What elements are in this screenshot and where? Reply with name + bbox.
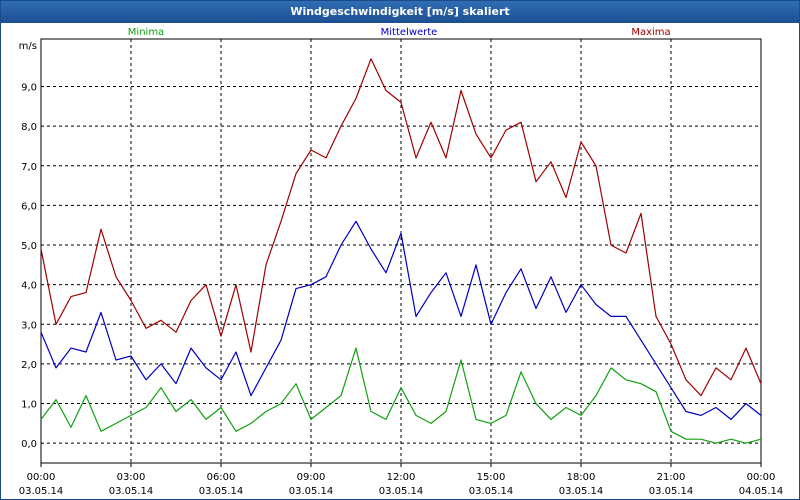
series-line-mittelwerte	[40, 220, 762, 420]
x-tick-time-label: 09:00	[297, 472, 326, 483]
x-tick-time-label: 18:00	[567, 472, 596, 483]
x-tick-date-label: 03.05.14	[649, 486, 694, 497]
x-tick-time-label: 15:00	[477, 472, 506, 483]
series-line-minima	[40, 347, 762, 444]
chart-canvas: 0,0 1,0 2,0 3,0 4,0 5,0 6,0 7,0 8,0 9,0 m/s 00:00 03…	[19, 27, 784, 497]
y-tick-label: 3,0	[21, 320, 37, 331]
x-tick-date-label: 03.05.14	[469, 486, 514, 497]
y-tick-label: 9,0	[21, 83, 37, 94]
y-tick-label: 0,0	[21, 439, 37, 450]
legend-label-mittelwerte: Mittelwerte	[381, 27, 438, 38]
x-tick-time-label: 21:00	[657, 472, 686, 483]
x-tick-time-label: 03:00	[117, 472, 146, 483]
x-tick-date-label: 03.05.14	[379, 486, 424, 497]
series-line-maxima	[40, 58, 762, 397]
y-tick-label: 6,0	[21, 201, 37, 212]
tick-labels: 0,0 1,0 2,0 3,0 4,0 5,0 6,0 7,0 8,0 9,0 m/s 00:00 03…	[19, 41, 784, 497]
legend-label-minima: Minima	[128, 27, 164, 38]
y-tick-label: 8,0	[21, 122, 37, 133]
y-axis-label: m/s	[19, 41, 37, 52]
y-tick-label: 2,0	[21, 360, 37, 371]
window-title: Windgeschwindigkeit [m/s] skaliert	[1, 1, 799, 23]
legend: Minima Mittelwerte Maxima	[128, 27, 671, 38]
x-tick-time-label: 06:00	[207, 472, 236, 483]
x-tick-time-label: 00:00	[747, 472, 776, 483]
y-tick-label: 7,0	[21, 162, 37, 173]
y-tick-label: 4,0	[21, 281, 37, 292]
legend-label-maxima: Maxima	[631, 27, 670, 38]
x-tick-time-label: 00:00	[27, 472, 56, 483]
x-tick-date-label: 03.05.14	[109, 486, 154, 497]
x-tick-time-label: 12:00	[387, 472, 416, 483]
y-tick-label: 5,0	[21, 241, 37, 252]
x-tick-date-label: 04.05.14	[739, 486, 784, 497]
x-tick-date-label: 03.05.14	[199, 486, 244, 497]
x-tick-date-label: 03.05.14	[19, 486, 64, 497]
y-tick-label: 1,0	[21, 400, 37, 411]
x-tick-date-label: 03.05.14	[559, 486, 604, 497]
x-tick-date-label: 03.05.14	[289, 486, 334, 497]
series-group	[40, 58, 762, 444]
